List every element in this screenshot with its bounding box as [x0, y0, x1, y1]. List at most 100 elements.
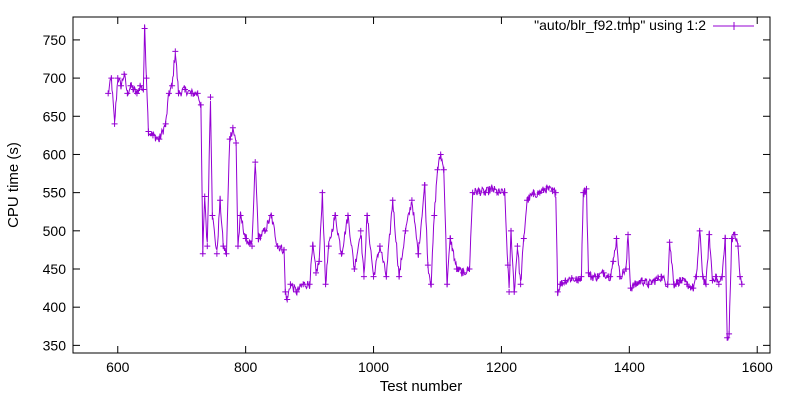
data-point — [111, 120, 118, 127]
data-point — [204, 243, 211, 250]
data-point — [149, 132, 156, 139]
data-point — [396, 273, 403, 280]
data-point — [511, 288, 518, 295]
data-point — [284, 296, 291, 303]
x-tick-label: 600 — [106, 359, 130, 375]
data-point — [583, 185, 590, 192]
series-layer — [105, 24, 745, 341]
data-point — [562, 277, 569, 284]
data-point — [557, 281, 564, 288]
data-point — [229, 124, 236, 131]
data-point — [124, 90, 131, 97]
data-point — [735, 243, 742, 250]
data-point — [220, 243, 227, 250]
data-point — [255, 235, 262, 242]
data-point — [213, 250, 220, 257]
data-point — [137, 82, 144, 89]
data-point — [344, 212, 351, 219]
data-point — [623, 266, 630, 272]
data-point — [677, 277, 684, 284]
data-point — [233, 140, 240, 146]
data-point — [108, 75, 115, 82]
data-point — [281, 246, 288, 253]
data-point — [613, 235, 620, 242]
y-tick-label: 500 — [43, 223, 67, 239]
y-tick-label: 700 — [43, 70, 67, 86]
data-point — [364, 212, 371, 219]
data-point — [140, 86, 147, 93]
data-point — [514, 243, 521, 250]
data-point — [105, 90, 112, 97]
data-point — [476, 188, 483, 195]
data-point — [226, 136, 233, 143]
data-point — [252, 159, 259, 166]
data-point — [506, 288, 513, 295]
data-point — [156, 136, 163, 143]
y-axis-label: CPU time (s) — [5, 142, 22, 228]
data-point — [117, 82, 124, 89]
data-point — [738, 281, 745, 288]
data-point — [530, 191, 537, 198]
data-point — [332, 212, 339, 219]
data-point — [169, 82, 176, 89]
data-point — [703, 281, 710, 288]
data-point — [666, 239, 673, 246]
data-point — [197, 101, 204, 108]
data-point — [143, 75, 150, 82]
data-point — [172, 48, 179, 55]
data-point — [338, 250, 345, 257]
data-point — [600, 269, 607, 276]
data-point — [217, 197, 224, 204]
data-point — [437, 151, 444, 158]
x-tick-label: 1200 — [486, 359, 517, 375]
data-point — [524, 197, 531, 204]
data-point — [731, 231, 738, 238]
data-point — [175, 90, 182, 97]
x-tick-label: 1000 — [358, 359, 389, 375]
data-point — [520, 235, 527, 242]
y-tick-label: 750 — [43, 32, 67, 48]
data-point — [309, 243, 316, 250]
y-tick-label: 450 — [43, 261, 67, 277]
data-point — [209, 212, 216, 219]
data-point — [671, 281, 678, 288]
y-tick-label: 600 — [43, 146, 67, 162]
data-point — [699, 273, 706, 280]
data-point — [415, 250, 422, 257]
plot-frame — [72, 16, 771, 354]
data-point — [428, 281, 435, 288]
data-point — [145, 128, 152, 135]
data-point — [580, 189, 587, 196]
data-point — [408, 197, 415, 204]
data-point — [460, 269, 467, 276]
legend-marker-plus — [730, 22, 738, 30]
data-point — [696, 227, 703, 234]
data-point — [466, 266, 473, 272]
data-point — [402, 227, 409, 234]
data-point — [568, 275, 575, 282]
data-point — [268, 212, 275, 219]
data-point — [447, 235, 454, 242]
data-point — [376, 243, 383, 250]
data-point — [587, 273, 594, 280]
legend-label: "auto/blr_f92.tmp" using 1:2 — [534, 17, 706, 33]
data-point — [709, 277, 716, 284]
data-point — [440, 166, 447, 173]
data-point — [261, 227, 268, 234]
data-point — [130, 86, 137, 93]
data-point — [625, 231, 632, 238]
data-point — [207, 94, 214, 101]
data-point — [181, 86, 188, 93]
data-point — [421, 182, 428, 188]
data-point — [287, 281, 294, 288]
data-point — [293, 288, 300, 295]
y-tick-label: 350 — [43, 337, 67, 353]
data-point — [316, 258, 323, 265]
data-point — [121, 71, 128, 78]
data-point — [127, 82, 134, 89]
data-point — [351, 266, 358, 272]
data-point — [234, 243, 241, 250]
data-point — [724, 334, 731, 341]
x-tick-label: 1400 — [614, 359, 645, 375]
